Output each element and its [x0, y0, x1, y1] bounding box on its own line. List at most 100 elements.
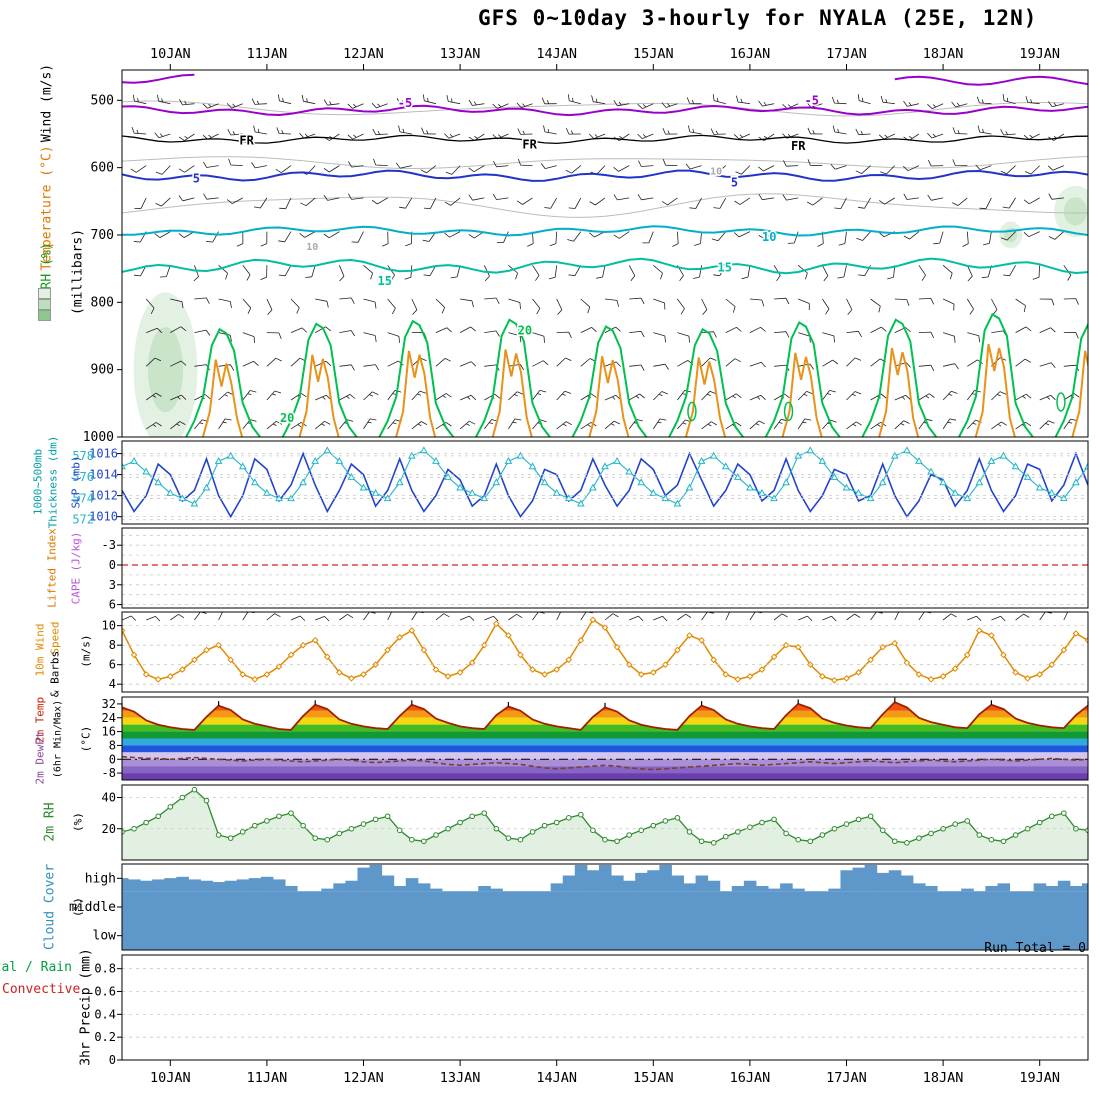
axis-label-2m-dewpt: 2m DewPt [33, 731, 47, 785]
axis-label-10m-wind: 10m Wind [33, 623, 47, 677]
panel-cloud-cover [122, 865, 1088, 950]
svg-text:0.4: 0.4 [94, 1007, 116, 1021]
svg-text:13JAN: 13JAN [440, 1070, 481, 1086]
svg-text:0.6: 0.6 [94, 985, 116, 999]
svg-text:-3: -3 [102, 538, 116, 552]
svg-text:40: 40 [102, 791, 116, 805]
svg-text:572: 572 [72, 513, 94, 527]
svg-text:19JAN: 19JAN [1019, 1070, 1060, 1086]
svg-text:8: 8 [109, 738, 116, 752]
svg-text:1000: 1000 [83, 430, 114, 445]
svg-text:3: 3 [109, 578, 116, 592]
svg-text:578: 578 [72, 449, 94, 463]
axis-label-cloud-unit: (%) [71, 897, 85, 917]
svg-text:500: 500 [91, 93, 114, 108]
svg-text:6: 6 [109, 598, 116, 612]
svg-text:13JAN: 13JAN [440, 46, 481, 62]
svg-text:18JAN: 18JAN [923, 1070, 964, 1086]
legend-total-rain: Total / Rain [0, 960, 72, 975]
svg-text:-5: -5 [804, 93, 818, 107]
svg-text:1012: 1012 [89, 489, 118, 503]
svg-text:10JAN: 10JAN [150, 1070, 191, 1086]
axis-label-precip: 3hr Precip (mm) [78, 948, 94, 1066]
axis-label-thickness-1: 1000~500mb [31, 448, 45, 516]
panel-2m-temp [121, 697, 1089, 780]
svg-text:-8: -8 [102, 766, 116, 780]
axis-label-thickness-2: Thickness (dm) [46, 435, 60, 529]
svg-text:1016: 1016 [89, 447, 118, 461]
svg-text:12JAN: 12JAN [343, 46, 384, 62]
svg-text:FR: FR [239, 134, 254, 148]
axis-label-rh-unit: (%) [71, 812, 85, 832]
svg-text:15: 15 [378, 274, 392, 288]
svg-text:10: 10 [710, 166, 722, 177]
svg-text:6: 6 [109, 658, 116, 672]
svg-text:900: 900 [91, 363, 114, 378]
panel-2m-rh [122, 786, 1088, 860]
svg-text:middle: middle [69, 900, 116, 915]
axis-label-slp: SLP (mb) [69, 455, 83, 509]
panel-upper-air: -5 -5 FR FR FR 5 5 10 15 15 20 20 10 10 [122, 73, 1088, 437]
svg-text:0.2: 0.2 [94, 1030, 116, 1044]
svg-text:high: high [85, 871, 116, 886]
svg-text:10: 10 [762, 230, 776, 244]
svg-text:10JAN: 10JAN [150, 46, 191, 62]
svg-text:low: low [93, 929, 117, 944]
svg-text:18JAN: 18JAN [923, 46, 964, 62]
svg-text:800: 800 [91, 295, 114, 310]
rh-colorbar-cell [38, 310, 51, 321]
svg-text:Run Total = 0: Run Total = 0 [984, 941, 1086, 956]
svg-text:1014: 1014 [89, 468, 118, 482]
svg-text:24: 24 [102, 711, 116, 725]
svg-text:19JAN: 19JAN [1019, 46, 1060, 62]
svg-text:5: 5 [731, 175, 738, 189]
axis-label-barbs: & Barbs [48, 650, 62, 698]
svg-text:-5: -5 [398, 96, 412, 110]
panel-slp-thickness [122, 446, 1088, 519]
page-title: GFS 0~10day 3-hourly for NYALA (25E, 12N… [478, 6, 1038, 30]
svg-text:FR: FR [522, 138, 537, 152]
svg-text:600: 600 [91, 161, 114, 176]
axis-label-rh: RH (%) [39, 242, 55, 290]
svg-text:10: 10 [102, 619, 116, 633]
axis-label-lifted-index: Lifted Index [45, 528, 59, 608]
axis-label-cape: CAPE (J/kg) [69, 531, 83, 605]
svg-text:12JAN: 12JAN [343, 1070, 384, 1086]
svg-text:20: 20 [102, 822, 116, 836]
axis-label-degc-unit: (°C) [79, 725, 93, 753]
svg-text:15JAN: 15JAN [633, 1070, 674, 1086]
svg-text:32: 32 [102, 697, 116, 711]
svg-text:FR: FR [791, 139, 806, 153]
svg-text:574: 574 [72, 491, 94, 505]
svg-text:4: 4 [109, 677, 116, 691]
axis-label-wind-speed: Speed [48, 621, 62, 655]
svg-text:15JAN: 15JAN [633, 46, 674, 62]
panel-10m-wind [122, 612, 1088, 684]
axis-label-2m-rh: 2m RH [42, 802, 58, 842]
svg-text:16JAN: 16JAN [730, 1070, 771, 1086]
svg-text:576: 576 [72, 470, 94, 484]
axis-label-wind: Wind (m/s) [39, 63, 55, 143]
rh-colorbar [38, 288, 51, 321]
svg-text:11JAN: 11JAN [247, 46, 288, 62]
legend-convective: Convective [2, 982, 81, 997]
svg-text:700: 700 [91, 228, 114, 243]
svg-text:14JAN: 14JAN [536, 1070, 577, 1086]
svg-text:17JAN: 17JAN [826, 1070, 867, 1086]
svg-text:0: 0 [109, 558, 116, 572]
svg-text:0: 0 [109, 1053, 116, 1067]
svg-text:14JAN: 14JAN [536, 46, 577, 62]
svg-text:17JAN: 17JAN [826, 46, 867, 62]
svg-text:0: 0 [109, 752, 116, 766]
svg-text:0.8: 0.8 [94, 962, 116, 976]
rh-colorbar-cell [38, 299, 51, 310]
svg-text:20: 20 [280, 411, 294, 425]
axis-label-ms-unit: (m/s) [79, 634, 93, 668]
svg-text:15: 15 [718, 260, 732, 274]
axis-label-millibars: (millibars) [70, 228, 86, 316]
svg-text:5: 5 [193, 171, 200, 185]
svg-text:20: 20 [518, 324, 532, 338]
svg-text:8: 8 [109, 638, 116, 652]
